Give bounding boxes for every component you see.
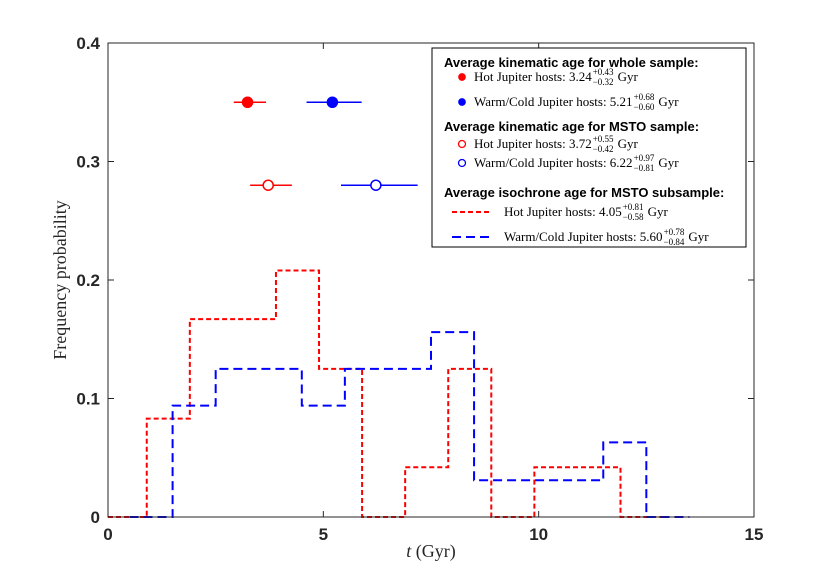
legend-entry-err-minus: −0.84 bbox=[664, 237, 685, 247]
red-filled-legend-marker bbox=[458, 73, 466, 81]
x-tick-label: 15 bbox=[745, 525, 764, 544]
legend-section-title: Average kinematic age for whole sample: bbox=[444, 55, 699, 70]
legend-box bbox=[431, 47, 747, 248]
legend-entry-err-plus: +0.81 bbox=[623, 202, 644, 212]
legend-entry-err-minus: −0.32 bbox=[593, 77, 614, 87]
y-tick-label: 0.1 bbox=[76, 390, 100, 409]
x-axis-label-variable: t bbox=[406, 541, 412, 561]
x-tick-label: 5 bbox=[319, 525, 328, 544]
legend-entry-unit: Gyr bbox=[658, 94, 679, 109]
legend-entry-label: Warm/Cold Jupiter hosts: 5.60 bbox=[504, 229, 663, 244]
y-tick-label: 0.3 bbox=[76, 153, 100, 172]
blue-filled-legend-marker bbox=[458, 98, 466, 106]
legend-section-title: Average isochrone age for MSTO subsample… bbox=[444, 185, 724, 200]
legend-entry-err-minus: −0.81 bbox=[634, 163, 655, 173]
legend-entry-err-plus: +0.78 bbox=[664, 227, 685, 237]
legend-entry-label: Warm/Cold Jupiter hosts: 5.21 bbox=[474, 94, 633, 109]
legend-entry-label: Hot Jupiter hosts: 3.24 bbox=[474, 69, 592, 84]
legend-entry-err-plus: +0.55 bbox=[593, 134, 614, 144]
legend-entry-unit: Gyr bbox=[658, 155, 679, 170]
y-axis-label: Frequency probability bbox=[50, 200, 70, 359]
red-open-legend-marker bbox=[457, 139, 467, 149]
axes: 0 5 10 15 0 0.1 0.2 0.3 0.4 t (Gyr) bbox=[76, 34, 763, 562]
x-axis-label-unit: (Gyr) bbox=[411, 541, 455, 562]
y-tick-label: 0.4 bbox=[76, 34, 100, 53]
legend-entry-label: Hot Jupiter hosts: 3.72 bbox=[474, 136, 592, 151]
legend-entry-err-minus: −0.42 bbox=[593, 144, 614, 154]
x-tick-label: 10 bbox=[529, 525, 548, 544]
y-tick-label: 0.2 bbox=[76, 271, 100, 290]
blue-open-age-point bbox=[370, 179, 382, 191]
blue-histogram-series bbox=[129, 331, 690, 518]
y-tick-label: 0 bbox=[91, 508, 100, 527]
legend-entry-unit: Gyr bbox=[688, 229, 709, 244]
legend-entry-err-plus: +0.68 bbox=[634, 92, 655, 102]
x-axis-label: t (Gyr) bbox=[406, 541, 456, 562]
red-filled-age-point bbox=[241, 96, 254, 108]
legend-entry-unit: Gyr bbox=[618, 136, 639, 151]
legend: Average kinematic age for whole sample:H… bbox=[431, 47, 747, 248]
legend-entry-err-plus: +0.97 bbox=[634, 153, 655, 163]
x-tick-label: 0 bbox=[103, 525, 112, 544]
red-open-age-point bbox=[262, 179, 274, 191]
legend-entry-err-plus: +0.43 bbox=[593, 67, 614, 77]
legend-entry-label: Hot Jupiter hosts: 4.05 bbox=[504, 204, 622, 219]
legend-entry-label: Warm/Cold Jupiter hosts: 6.22 bbox=[474, 155, 633, 170]
legend-entry-err-minus: −0.60 bbox=[634, 102, 655, 112]
blue-filled-age-point bbox=[326, 96, 339, 108]
legend-entry-err-minus: −0.58 bbox=[623, 212, 644, 222]
blue-open-legend-marker bbox=[457, 158, 467, 168]
legend-entry-unit: Gyr bbox=[648, 204, 669, 219]
legend-entry-unit: Gyr bbox=[618, 69, 639, 84]
legend-section-title: Average kinematic age for MSTO sample: bbox=[444, 119, 699, 134]
